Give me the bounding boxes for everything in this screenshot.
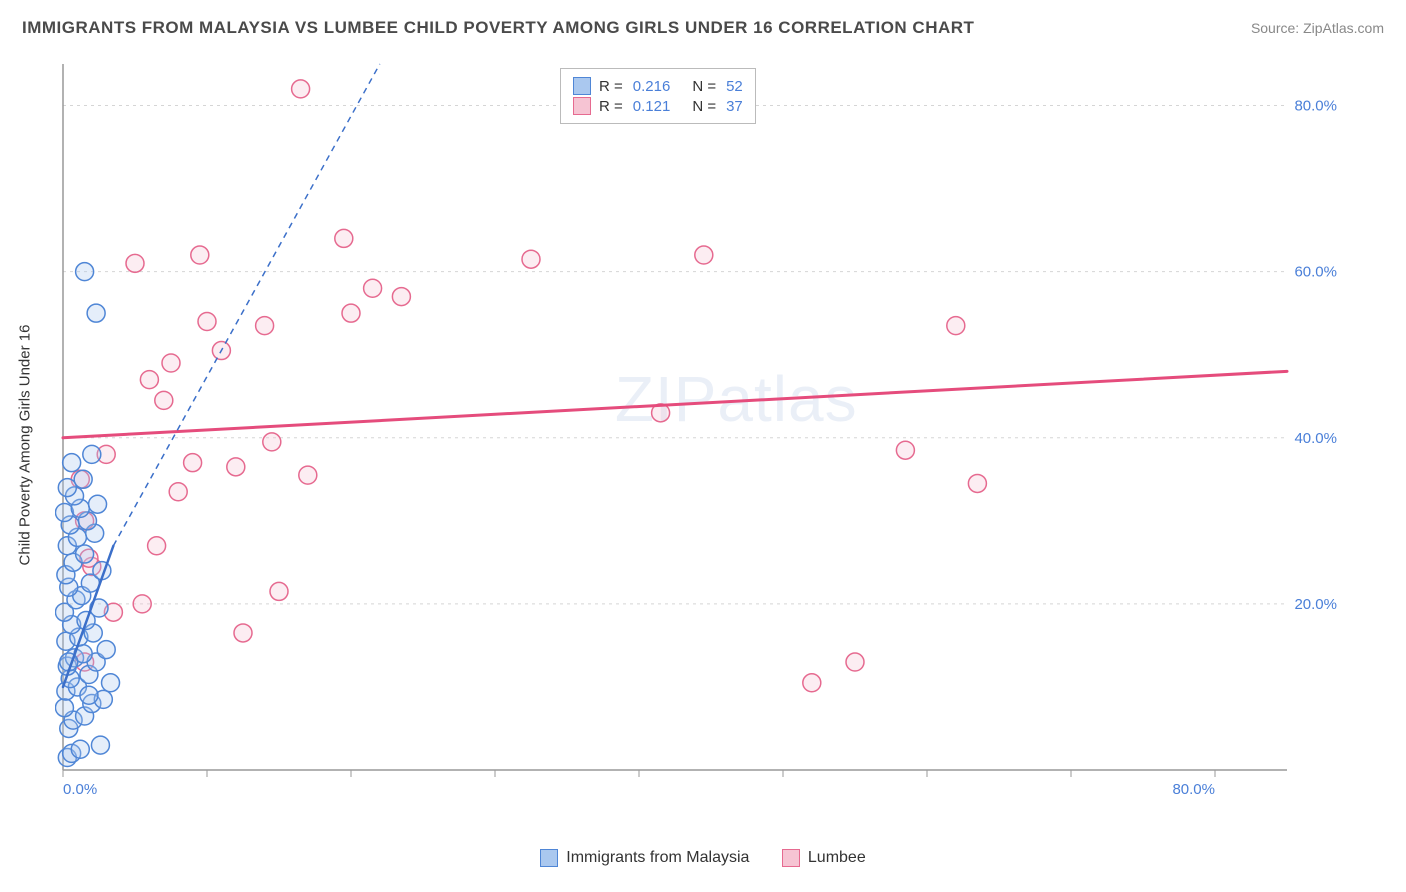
legend-correlation: R = 0.216 N = 52 R = 0.121 N = 37 bbox=[560, 68, 756, 124]
n-value: 52 bbox=[726, 78, 743, 95]
r-label: R = bbox=[599, 78, 623, 95]
chart-title: IMMIGRANTS FROM MALAYSIA VS LUMBEE CHILD… bbox=[22, 18, 974, 38]
svg-text:40.0%: 40.0% bbox=[1294, 430, 1337, 447]
title-bar: IMMIGRANTS FROM MALAYSIA VS LUMBEE CHILD… bbox=[22, 18, 1384, 38]
scatter-plot: 0.0% 80.0% 20.0% 40.0% 60.0% 80.0% ZIPatlas bbox=[55, 60, 1345, 800]
svg-text:0.0%: 0.0% bbox=[63, 781, 97, 798]
swatch-icon bbox=[540, 849, 558, 867]
n-label: N = bbox=[692, 78, 716, 95]
swatch-icon bbox=[573, 77, 591, 95]
r-value: 0.121 bbox=[633, 98, 671, 115]
chart-area: Child Poverty Among Girls Under 16 0.0%8… bbox=[55, 60, 1385, 830]
r-value: 0.216 bbox=[633, 78, 671, 95]
source-link[interactable]: ZipAtlas.com bbox=[1303, 20, 1384, 36]
legend-row-series1: R = 0.216 N = 52 bbox=[573, 77, 743, 95]
svg-text:80.0%: 80.0% bbox=[1294, 98, 1337, 115]
legend-label: Lumbee bbox=[808, 849, 866, 867]
legend-item-series2: Lumbee bbox=[782, 849, 866, 867]
y-axis-label: Child Poverty Among Girls Under 16 bbox=[17, 325, 34, 566]
svg-text:20.0%: 20.0% bbox=[1294, 596, 1337, 613]
source-attribution: Source: ZipAtlas.com bbox=[1251, 20, 1384, 36]
svg-text:80.0%: 80.0% bbox=[1172, 781, 1215, 798]
legend-label: Immigrants from Malaysia bbox=[566, 849, 749, 867]
legend-item-series1: Immigrants from Malaysia bbox=[540, 849, 749, 867]
swatch-icon bbox=[573, 97, 591, 115]
swatch-icon bbox=[782, 849, 800, 867]
source-prefix: Source: bbox=[1251, 20, 1303, 36]
svg-text:ZIPatlas: ZIPatlas bbox=[615, 363, 858, 435]
n-label: N = bbox=[692, 98, 716, 115]
r-label: R = bbox=[599, 98, 623, 115]
legend-row-series2: R = 0.121 N = 37 bbox=[573, 97, 743, 115]
svg-text:60.0%: 60.0% bbox=[1294, 264, 1337, 281]
n-value: 37 bbox=[726, 98, 743, 115]
legend-series: Immigrants from Malaysia Lumbee bbox=[0, 849, 1406, 872]
